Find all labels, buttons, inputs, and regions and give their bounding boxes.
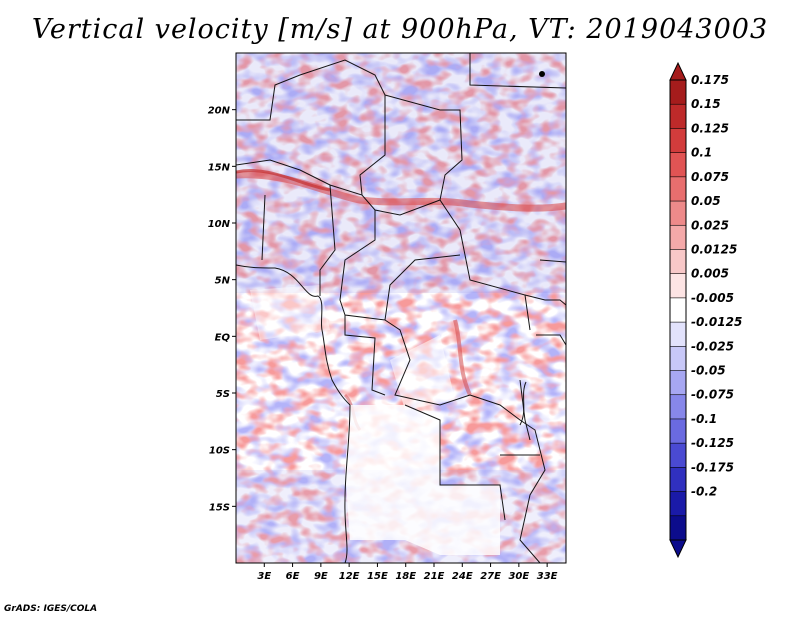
lon-tick-label: 27E: [480, 571, 501, 582]
lon-tick-label: 12E: [339, 571, 360, 582]
colorbar-swatch: [670, 104, 686, 129]
colorbar-swatch: [670, 467, 686, 493]
colorbar-swatch: [670, 370, 686, 396]
lat-tick-label: 20N: [208, 106, 231, 117]
velocity-field: [236, 53, 566, 563]
colorbar-label: -0.005: [691, 291, 734, 305]
lon-tick-label: 30E: [508, 571, 529, 582]
colorbar-swatch: [670, 176, 686, 202]
colorbar-label: -0.125: [691, 436, 734, 450]
colorbar-label: 0.1: [691, 146, 712, 160]
colorbar-label: 0.125: [691, 121, 729, 135]
colorbar-label: -0.05: [691, 364, 726, 378]
colorbar-swatch: [670, 515, 686, 541]
colorbar: 0.175 0.15 0.125 0.1 0.075 0.05 0.025 0.0125 0.0…: [669, 61, 742, 559]
lat-tick-label: 10N: [208, 219, 231, 230]
lon-tick-label: 6E: [286, 571, 300, 582]
colorbar-swatch: [670, 491, 686, 517]
colorbar-label: 0.15: [691, 97, 721, 111]
colorbar-label: 0.005: [691, 267, 729, 281]
colorbar-label: 0.025: [691, 218, 729, 232]
colorbar-label: 0.0125: [691, 242, 737, 256]
colorbar-swatch: [670, 273, 686, 299]
colorbar-swatch: [670, 225, 686, 250]
lon-tick-label: 3E: [257, 571, 271, 582]
latitude-axis: 20N 15N 10N 5N EQ 5S 10S 15S: [208, 106, 236, 513]
lon-tick-label: 9E: [314, 571, 328, 582]
longitude-axis: 3E 6E 9E 12E 15E 18E 21E 24E 27E 30E 33E: [257, 563, 558, 582]
map-frame: [235, 52, 567, 564]
colorbar-swatch: [670, 297, 686, 323]
colorbar-label: -0.075: [691, 388, 734, 402]
lat-tick-label: 15N: [208, 162, 231, 173]
lon-tick-label: 24E: [452, 571, 473, 582]
grads-credit: GrADS: IGES/COLA: [4, 604, 98, 614]
colorbar-label: -0.1: [691, 412, 717, 426]
colorbar-swatch: [670, 443, 686, 468]
lat-tick-label: 15S: [209, 502, 230, 513]
lon-tick-label: 33E: [537, 571, 558, 582]
lat-tick-label: 5N: [215, 276, 231, 287]
colorbar-swatch: [670, 418, 686, 444]
lon-tick-label: 18E: [395, 571, 416, 582]
lat-tick-label: 10S: [209, 446, 230, 457]
colorbar-swatch: [670, 201, 686, 226]
colorbar-label: -0.2: [691, 485, 717, 499]
lon-tick-label: 15E: [367, 571, 388, 582]
lat-tick-label: EQ: [215, 332, 231, 343]
colorbar-top-arrow: [669, 61, 687, 81]
colorbar-swatch: [670, 80, 686, 105]
lat-tick-label: 5S: [216, 389, 230, 400]
colorbar-swatch: [670, 322, 686, 347]
colorbar-label: -0.0125: [691, 315, 742, 329]
colorbar-swatch: [670, 346, 686, 372]
colorbar-label: -0.025: [691, 339, 734, 353]
colorbar-swatch: [670, 249, 686, 275]
colorbar-swatch: [670, 394, 686, 420]
colorbar-label: -0.175: [691, 460, 734, 474]
colorbar-frame: [669, 79, 687, 541]
colorbar-label: 0.075: [691, 170, 729, 184]
colorbar-swatch: [670, 152, 686, 178]
colorbar-label: 0.175: [691, 73, 729, 87]
colorbar-label: 0.05: [691, 194, 721, 208]
chart-title: Vertical velocity [m/s] at 900hPa, VT: 2…: [31, 14, 769, 45]
lon-tick-label: 21E: [424, 571, 445, 582]
colorbar-bottom-arrow: [669, 539, 687, 559]
colorbar-swatch: [670, 128, 686, 154]
